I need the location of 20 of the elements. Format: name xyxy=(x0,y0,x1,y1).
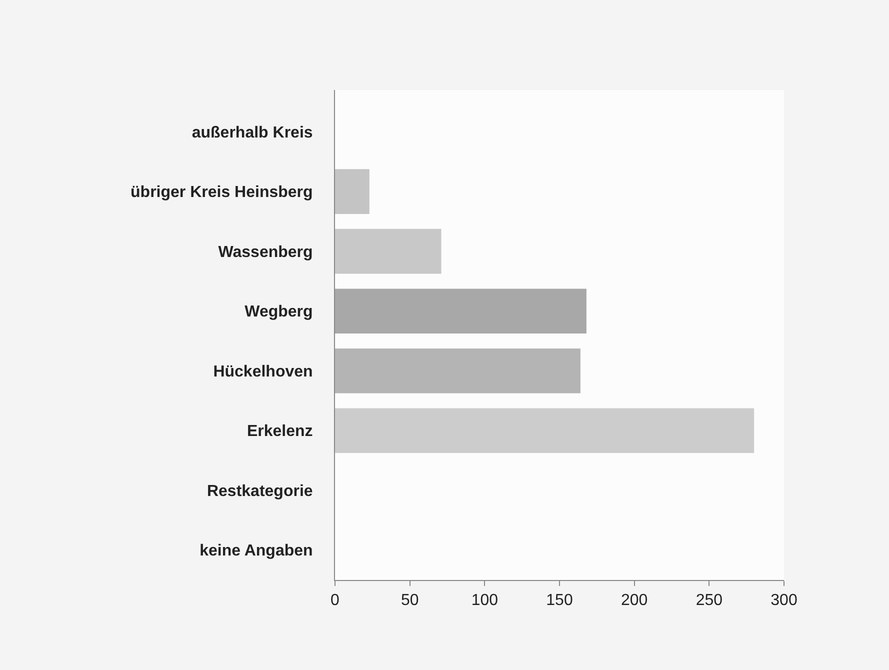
bar xyxy=(335,228,442,274)
y-tick-label: außerhalb Kreis xyxy=(192,124,313,142)
bar xyxy=(335,169,370,214)
x-tick-label: 250 xyxy=(696,592,723,610)
x-tick-label: 100 xyxy=(471,592,498,610)
y-tick-label: keine Angaben xyxy=(200,542,313,560)
x-tick-label: 0 xyxy=(330,592,340,610)
y-tick-label: übriger Kreis Heinsberg xyxy=(130,184,313,202)
bar xyxy=(335,288,586,334)
y-tick-label: Wassenberg xyxy=(218,244,313,261)
y-tick-label: Wegberg xyxy=(244,304,313,321)
bar xyxy=(335,348,580,394)
bar xyxy=(335,408,754,454)
x-tick-label: 150 xyxy=(546,592,573,610)
x-tick-label: 300 xyxy=(770,592,798,610)
y-tick-label: Restkategorie xyxy=(206,482,313,500)
y-tick-label: Hückelhoven xyxy=(213,363,313,380)
y-tick-label: Erkelenz xyxy=(246,423,313,440)
x-tick-label: 50 xyxy=(400,592,419,610)
x-tick-label: 200 xyxy=(620,592,648,610)
